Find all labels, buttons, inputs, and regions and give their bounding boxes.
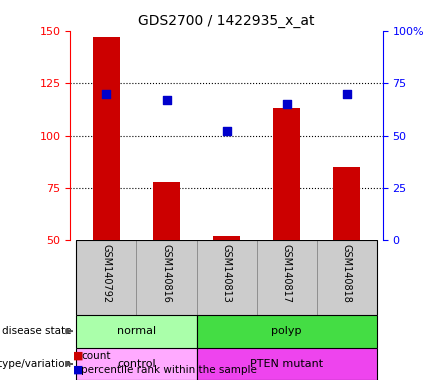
Text: GSM140817: GSM140817	[282, 244, 292, 303]
Text: normal: normal	[117, 326, 156, 336]
Bar	[77, 348, 197, 380]
Text: percentile rank within the sample: percentile rank within the sample	[81, 365, 257, 375]
Text: ■: ■	[73, 364, 83, 374]
Bar	[273, 108, 300, 240]
Bar	[77, 240, 136, 315]
Text: GSM140818: GSM140818	[342, 244, 352, 303]
Point	[223, 128, 230, 134]
Bar	[197, 348, 377, 380]
Text: GSM140816: GSM140816	[161, 244, 172, 303]
Bar	[213, 236, 240, 240]
Point	[343, 91, 350, 97]
Bar	[136, 240, 197, 315]
Bar	[153, 182, 180, 240]
Bar	[317, 240, 377, 315]
Text: polyp: polyp	[271, 326, 302, 336]
Bar	[77, 315, 197, 348]
Point	[163, 97, 170, 103]
Text: GSM140792: GSM140792	[102, 244, 111, 303]
Text: count: count	[81, 351, 111, 361]
Text: ■: ■	[73, 350, 83, 360]
Text: control: control	[117, 359, 156, 369]
Bar	[197, 315, 377, 348]
Title: GDS2700 / 1422935_x_at: GDS2700 / 1422935_x_at	[138, 14, 315, 28]
Text: disease state: disease state	[2, 326, 72, 336]
Bar	[333, 167, 360, 240]
Text: GSM140813: GSM140813	[222, 244, 231, 303]
Text: PTEN mutant: PTEN mutant	[250, 359, 323, 369]
Bar	[93, 37, 120, 240]
Bar	[197, 240, 257, 315]
Text: genotype/variation: genotype/variation	[0, 359, 72, 369]
Point	[283, 101, 290, 107]
Bar	[257, 240, 317, 315]
Point	[103, 91, 110, 97]
